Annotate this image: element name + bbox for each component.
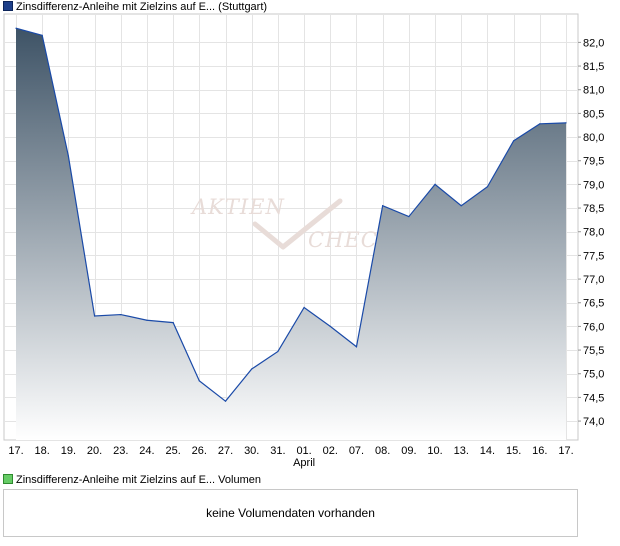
x-tick-label: 26. [192,445,207,457]
y-axis: 74,0 74,5 75,0 75,5 76,0 76,5 77,0 77,5 78,0 78,5… [578,37,604,428]
y-tick-label: 82,0 [583,37,604,49]
x-tick-label: 20. [87,445,102,457]
x-tick-label: 25. [165,445,180,457]
data-point [172,322,174,324]
x-tick-label: 17. [558,445,573,457]
x-tick-label: 01. [296,445,311,457]
price-legend: Zinsdifferenz-Anleihe mit Zielzins auf E… [3,1,267,13]
watermark-check-icon [252,198,343,250]
y-tick-label: 81,0 [583,85,604,97]
x-axis: 17. 18. 19. 20. 23. 24. 25. 26. 27. 30. 31. 01. 02. 0… [8,445,573,469]
y-tick-label: 77,0 [583,274,604,286]
x-tick-label: 13. [454,445,469,457]
x-tick-label: 19. [61,445,76,457]
price-chart: AKTIEN CHECK 74,0 74,5 75,0 75,5 76,0 76,5 77,… [3,13,604,469]
x-tick-label: 02. [323,445,338,457]
x-tick-label: 17. [8,445,23,457]
x-tick-label: 24. [139,445,154,457]
y-tick-label: 78,0 [583,227,604,239]
volume-message: keine Volumendaten vorhanden [206,506,375,520]
y-tick-label: 75,5 [583,345,604,357]
x-tick-label: 18. [35,445,50,457]
y-tick-label: 76,5 [583,298,604,310]
x-tick-label: 09. [401,445,416,457]
y-tick-label: 81,5 [583,61,604,73]
y-tick-label: 78,5 [583,203,604,215]
x-tick-label: 27. [218,445,233,457]
x-tick-label: 16. [532,445,547,457]
y-tick-label: 79,0 [583,179,604,191]
data-point [15,27,17,29]
data-point [355,346,358,348]
data-point [408,215,410,218]
x-tick-label: 23. [113,445,128,457]
watermark-text-aktien: AKTIEN [190,195,285,219]
x-tick-label: 31. [270,445,285,457]
data-point [539,123,541,125]
data-point [67,155,69,157]
data-point [277,350,279,353]
data-point [120,313,122,316]
x-tick-label: 10. [427,445,442,457]
volume-legend-label: Zinsdifferenz-Anleihe mit Zielzins auf E… [16,474,261,486]
x-tick-label: 07. [349,445,364,457]
y-tick-label: 79,5 [583,156,604,168]
price-legend-label: Zinsdifferenz-Anleihe mit Zielzins auf E… [16,1,268,13]
data-point [565,122,567,124]
price-series [15,27,567,440]
data-point [93,315,96,317]
y-tick-label: 74,5 [583,392,604,404]
data-point [224,400,227,402]
data-point [434,183,436,185]
data-point [41,34,43,36]
x-tick-label: 14. [480,445,495,457]
data-point [303,306,305,309]
price-line [15,27,567,403]
price-legend-swatch [3,1,13,11]
x-tick-label: 15. [506,445,521,457]
volume-legend-swatch [3,474,13,484]
y-tick-label: 80,0 [583,132,604,144]
watermark: AKTIEN CHECK [190,195,394,252]
data-point [329,325,331,327]
y-tick-label: 77,5 [583,250,604,262]
data-point [513,140,515,142]
price-area-fill [16,28,566,440]
data-point [486,186,489,188]
volume-legend: Zinsdifferenz-Anleihe mit Zielzins auf E… [3,474,261,486]
data-point [198,380,200,382]
y-tick-label: 74,0 [583,416,604,428]
x-tick-label: 30. [244,445,259,457]
y-tick-label: 76,0 [583,321,604,333]
data-point [146,319,148,321]
volume-panel: keine Volumendaten vorhanden [3,489,578,537]
x-tick-label: 08. [375,445,390,457]
data-point [460,205,462,207]
x-month-label: April [293,457,315,469]
y-tick-label: 80,5 [583,108,604,120]
y-tick-label: 75,0 [583,369,604,381]
data-point [251,368,253,370]
data-point [382,205,384,207]
